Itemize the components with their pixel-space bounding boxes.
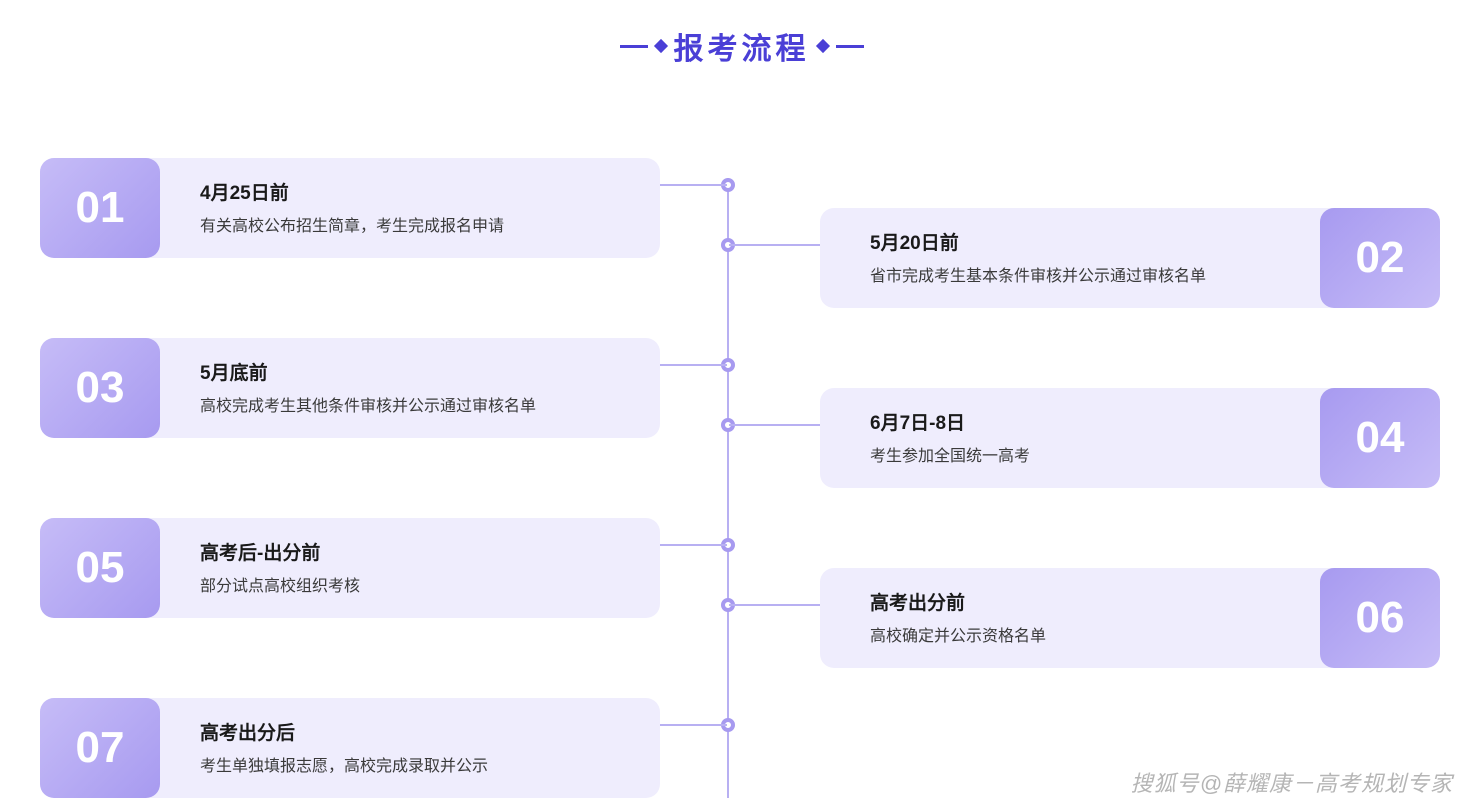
connector-01 (660, 184, 727, 186)
step-desc-01: 有关高校公布招生简章，考生完成报名申请 (200, 215, 504, 239)
step-content-07: 高考出分后考生单独填报志愿，高校完成录取并公示 (180, 718, 508, 779)
step-card-02: 02 5月20日前省市完成考生基本条件审核并公示通过审核名单 (820, 208, 1440, 308)
watermark: 搜狐号@薛耀康－高考规划专家 (1131, 766, 1453, 798)
step-badge-07: 07 (40, 698, 160, 798)
header: 报考流程 (0, 0, 1483, 68)
header-diamond-right (815, 39, 829, 53)
header-line-right (836, 45, 864, 48)
connector-04 (729, 424, 820, 426)
step-desc-03: 高校完成考生其他条件审核并公示通过审核名单 (200, 395, 536, 419)
connector-03 (660, 364, 727, 366)
step-title-02: 5月20日前 (870, 228, 1206, 255)
step-title-06: 高考出分前 (870, 588, 1046, 615)
header-line-left (620, 45, 648, 48)
step-card-07: 07 高考出分后考生单独填报志愿，高校完成录取并公示 (40, 698, 660, 798)
step-content-03: 5月底前高校完成考生其他条件审核并公示通过审核名单 (180, 358, 556, 419)
step-desc-06: 高校确定并公示资格名单 (870, 625, 1046, 649)
step-desc-07: 考生单独填报志愿，高校完成录取并公示 (200, 755, 488, 779)
step-desc-04: 考生参加全国统一高考 (870, 445, 1030, 469)
step-title-01: 4月25日前 (200, 178, 504, 205)
step-content-06: 高考出分前高校确定并公示资格名单 (850, 588, 1066, 649)
connector-02 (729, 244, 820, 246)
step-content-04: 6月7日-8日考生参加全国统一高考 (850, 408, 1050, 469)
step-card-06: 06 高考出分前高校确定并公示资格名单 (820, 568, 1440, 668)
step-content-02: 5月20日前省市完成考生基本条件审核并公示通过审核名单 (850, 228, 1226, 289)
step-badge-02: 02 (1320, 208, 1440, 308)
header-title: 报考流程 (674, 24, 810, 68)
step-badge-06: 06 (1320, 568, 1440, 668)
connector-06 (729, 604, 820, 606)
connector-07 (660, 724, 727, 726)
step-title-05: 高考后-出分前 (200, 538, 360, 565)
step-badge-05: 05 (40, 518, 160, 618)
step-title-03: 5月底前 (200, 358, 536, 385)
step-content-01: 4月25日前有关高校公布招生简章，考生完成报名申请 (180, 178, 524, 239)
header-diamond-left (653, 39, 667, 53)
step-content-05: 高考后-出分前部分试点高校组织考核 (180, 538, 380, 599)
step-card-05: 05 高考后-出分前部分试点高校组织考核 (40, 518, 660, 618)
step-desc-02: 省市完成考生基本条件审核并公示通过审核名单 (870, 265, 1206, 289)
connector-05 (660, 544, 727, 546)
center-line (727, 178, 729, 798)
step-badge-04: 04 (1320, 388, 1440, 488)
step-title-04: 6月7日-8日 (870, 408, 1030, 435)
step-card-04: 04 6月7日-8日考生参加全国统一高考 (820, 388, 1440, 488)
step-card-03: 03 5月底前高校完成考生其他条件审核并公示通过审核名单 (40, 338, 660, 438)
step-desc-05: 部分试点高校组织考核 (200, 575, 360, 599)
step-title-07: 高考出分后 (200, 718, 488, 745)
step-badge-01: 01 (40, 158, 160, 258)
step-badge-03: 03 (40, 338, 160, 438)
step-card-01: 01 4月25日前有关高校公布招生简章，考生完成报名申请 (40, 158, 660, 258)
